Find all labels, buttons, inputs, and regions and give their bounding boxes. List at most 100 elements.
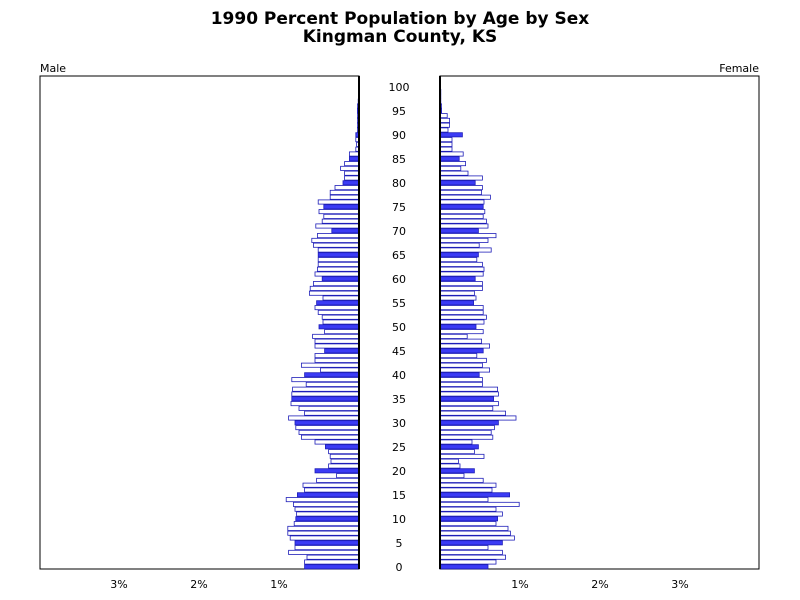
male-bar-age-52 [321, 314, 360, 320]
female-bar-age-90 [439, 132, 463, 138]
male-bar-age-11 [296, 511, 360, 517]
male-bar-age-43 [314, 357, 360, 363]
male-bar-age-36 [291, 391, 360, 397]
female-bar-age-84 [439, 161, 467, 167]
female-bar-age-50 [439, 324, 477, 330]
female-bar-age-65 [439, 252, 479, 258]
male-bar-age-6 [289, 535, 360, 541]
male-bar-age-80 [342, 180, 360, 186]
female-bar-age-74 [439, 209, 486, 215]
male-panel-label: Male [40, 62, 67, 75]
age-tick-65: 65 [392, 249, 406, 262]
male-bar-age-60 [321, 276, 360, 282]
female-bar-age-6 [439, 535, 515, 541]
male-bar-age-5 [294, 540, 360, 546]
male-bar-age-71 [315, 223, 360, 229]
female-bar-age-24 [439, 449, 475, 455]
female-bar-age-59 [439, 281, 483, 287]
male-bar-age-30 [294, 420, 360, 426]
female-bar-age-78 [439, 189, 482, 195]
age-tick-10: 10 [392, 513, 406, 526]
x-tick-female-1pct: 1% [511, 578, 528, 591]
female-bar-age-43 [439, 357, 487, 363]
female-bar-age-13 [439, 501, 520, 507]
male-bar-age-33 [298, 405, 360, 411]
male-bar-age-45 [324, 348, 360, 354]
male-bar-age-75 [323, 204, 360, 210]
female-bar-age-29 [439, 425, 495, 431]
male-bar-age-49 [324, 329, 360, 335]
female-bar-age-64 [439, 257, 478, 263]
male-bar-age-0 [304, 564, 360, 570]
female-bar-age-11 [439, 511, 503, 517]
female-bar-age-48 [439, 333, 468, 339]
male-bar-age-54 [314, 305, 360, 311]
male-bar-age-76 [317, 199, 360, 205]
male-bar-age-42 [300, 362, 360, 368]
age-tick-5: 5 [396, 537, 403, 550]
female-bar-age-23 [439, 453, 485, 459]
female-bar-age-41 [439, 367, 490, 373]
female-bar-age-61 [439, 271, 484, 277]
male-bar-age-32 [304, 410, 360, 416]
male-bar-age-10 [295, 516, 360, 522]
female-bar-age-28 [439, 429, 492, 435]
female-bar-age-45 [439, 348, 484, 354]
male-bar-age-61 [314, 271, 360, 277]
male-bar-age-83 [340, 165, 360, 171]
female-bar-age-87 [439, 146, 453, 152]
female-bar-age-94 [439, 113, 448, 119]
female-bar-age-5 [439, 540, 503, 546]
x-tick-female-2pct: 2% [591, 578, 608, 591]
percent-tick-labels: 3% 2% 1% 1% 2% 3% [110, 578, 688, 591]
male-bar-age-85 [348, 156, 360, 162]
female-bar-age-38 [439, 381, 483, 387]
age-tick-85: 85 [392, 153, 406, 166]
male-bar-age-81 [344, 175, 360, 181]
female-bar-age-88 [439, 141, 453, 147]
female-bar-age-82 [439, 170, 469, 176]
male-bar-age-7 [287, 530, 360, 536]
female-bar-age-30 [439, 420, 499, 426]
male-bar-age-59 [312, 281, 360, 287]
female-bar-age-8 [439, 525, 509, 531]
female-bar-age-70 [439, 228, 479, 234]
male-bar-age-74 [318, 209, 360, 215]
male-bar-age-25 [324, 444, 360, 450]
female-bar-age-92 [439, 122, 451, 128]
age-tick-70: 70 [392, 225, 406, 238]
female-bar-age-20 [439, 468, 475, 474]
x-tick-male-1pct: 1% [270, 578, 287, 591]
male-bar-age-67 [312, 242, 360, 248]
female-bar-age-77 [439, 194, 491, 200]
age-tick-30: 30 [392, 417, 406, 430]
female-bar-age-39 [439, 377, 483, 383]
female-bar-age-32 [439, 410, 506, 416]
female-bar-age-91 [439, 127, 449, 133]
male-bar-age-69 [316, 233, 360, 239]
female-bar-age-44 [439, 353, 478, 359]
female-bar-age-75 [439, 204, 484, 210]
male-bar-age-29 [295, 425, 360, 431]
male-bar-age-40 [304, 372, 360, 378]
x-tick-male-3pct: 3% [110, 578, 127, 591]
male-bar-age-14 [285, 497, 360, 503]
male-bar-age-35 [291, 396, 360, 402]
female-bar-age-71 [439, 223, 489, 229]
male-bar-age-34 [290, 401, 360, 407]
age-tick-95: 95 [392, 105, 406, 118]
male-bar-age-28 [298, 429, 360, 435]
male-bar-age-16 [304, 487, 360, 493]
x-tick-male-2pct: 2% [190, 578, 207, 591]
female-bar-age-68 [439, 237, 489, 243]
male-bar-age-53 [317, 309, 360, 315]
female-bar-age-76 [439, 199, 485, 205]
age-tick-55: 55 [392, 297, 406, 310]
male-bar-age-72 [321, 218, 360, 224]
female-bar-age-4 [439, 545, 489, 551]
female-bar-age-47 [439, 338, 482, 344]
female-bar-age-93 [439, 117, 451, 123]
female-bar-age-26 [439, 439, 473, 445]
age-tick-45: 45 [392, 345, 406, 358]
